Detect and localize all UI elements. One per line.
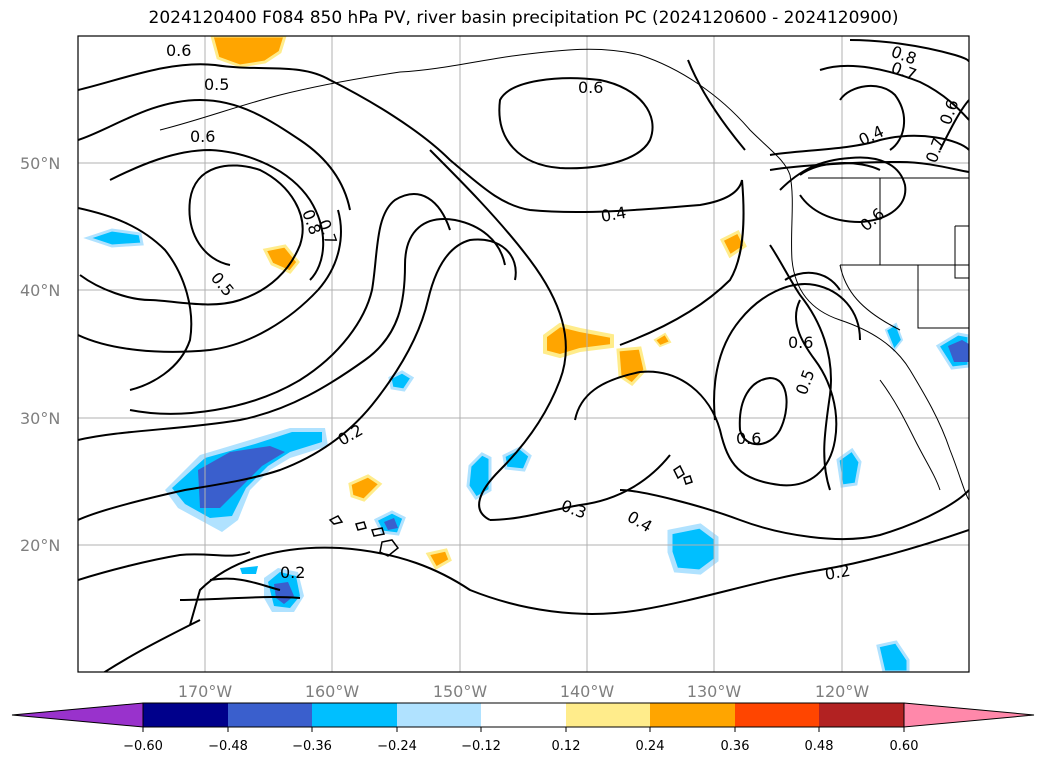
colorbar: −0.60 −0.48 −0.36 −0.24 −0.12 0.12 0.24 … [11, 702, 1035, 754]
colorbar-outline [142, 702, 905, 728]
colorbar-extend-high [903, 702, 1035, 728]
precip-negative-area [240, 566, 258, 574]
lon-label-150w: 150°W [433, 682, 488, 701]
lat-label-20n: 20°N [20, 536, 60, 555]
colorbar-tick-label: 0.48 [805, 739, 834, 754]
lat-label-50n: 50°N [20, 154, 60, 173]
precip-negative-area [198, 446, 285, 508]
map-panel [78, 36, 969, 672]
contour-label: 0.6 [166, 41, 191, 60]
map-frame [77, 35, 970, 673]
precip-shading [83, 36, 969, 672]
colorbar-extend-low [11, 702, 144, 728]
precip-negative-area [948, 340, 969, 362]
precip-positive-area [348, 474, 383, 502]
colorbar-tick-label: 0.24 [636, 739, 665, 754]
colorbar-segment [566, 703, 650, 727]
precip-positive-area [719, 229, 747, 259]
precip-negative-area [836, 447, 862, 488]
precip-negative-area [388, 370, 415, 392]
contour-label: 0.4 [599, 203, 627, 226]
lon-label-170w: 170°W [178, 682, 233, 701]
contour-label: 0.6 [578, 78, 603, 97]
colorbar-tick-label: −0.36 [292, 739, 332, 754]
colorbar-tick-label: −0.12 [461, 739, 501, 754]
contour-label: 0.2 [823, 561, 851, 584]
colorbar-segment [735, 703, 819, 727]
coastlines [159, 48, 969, 501]
contour-label: 0.5 [204, 75, 229, 94]
colorbar-segment [481, 703, 566, 727]
colorbar-segment [143, 703, 228, 727]
colorbar-tick-label: 0.36 [721, 739, 750, 754]
colorbar-tick-label: −0.24 [377, 739, 417, 754]
lat-label-30n: 30°N [20, 409, 60, 428]
precip-positive-area [425, 548, 452, 571]
precip-positive-area [653, 332, 672, 348]
pv-contours [78, 39, 969, 672]
colorbar-segment [228, 703, 312, 727]
colorbar-tick-label: −0.48 [208, 739, 248, 754]
lon-label-130w: 130°W [687, 682, 742, 701]
precip-positive-area [210, 36, 287, 68]
precip-negative-area [876, 640, 910, 672]
colorbar-segment [650, 703, 735, 727]
precip-negative-area [466, 452, 492, 500]
longitude-labels: 170°W 160°W 150°W 140°W 130°W 120°W [178, 682, 870, 701]
lon-label-140w: 140°W [560, 682, 615, 701]
colorbar-segment [397, 703, 481, 727]
contour-label: 0.2 [280, 563, 305, 582]
lon-label-120w: 120°W [815, 682, 870, 701]
precip-negative-area [502, 446, 532, 472]
colorbar-tick-label: −0.60 [123, 739, 163, 754]
colorbar-tick-label: 0.60 [890, 739, 919, 754]
map-title: 2024120400 F084 850 hPa PV, river basin … [148, 8, 899, 28]
colorbar-tick-label: 0.12 [552, 739, 581, 754]
precip-negative-area [384, 518, 398, 530]
colorbar-segment [819, 703, 904, 727]
latitude-labels: 50°N 40°N 30°N 20°N [20, 154, 60, 555]
precip-negative-area [667, 523, 719, 575]
precip-positive-area [543, 322, 614, 359]
contour-label: 0.6 [788, 333, 813, 352]
colorbar-ticks [142, 727, 905, 732]
lat-label-40n: 40°N [20, 281, 60, 300]
colorbar-segment [312, 703, 397, 727]
hawaii-islands [328, 464, 693, 557]
precip-negative-area [83, 228, 144, 248]
precip-negative-area [274, 582, 294, 604]
contour-label: 0.6 [190, 127, 215, 146]
contour-label: 0.6 [736, 429, 761, 448]
lon-label-160w: 160°W [305, 682, 360, 701]
